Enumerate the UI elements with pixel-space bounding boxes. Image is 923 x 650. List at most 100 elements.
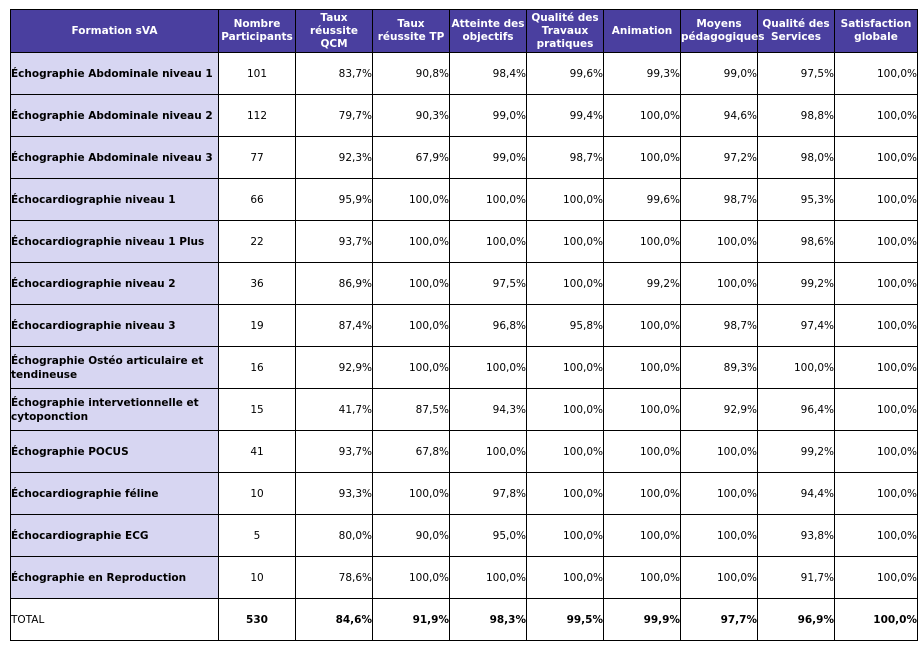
- total-cell: 91,9%: [372, 598, 450, 641]
- formation-name: Échocardiographie niveau 3: [10, 304, 219, 347]
- rate-cell: 100,0%: [449, 556, 527, 599]
- rate-cell: 100,0%: [834, 304, 918, 347]
- rate-cell: 100,0%: [526, 430, 604, 473]
- rate-cell: 93,8%: [757, 514, 835, 557]
- total-cell: 100,0%: [834, 598, 918, 641]
- formation-name: Échocardiographie ECG: [10, 514, 219, 557]
- rate-cell: 95,3%: [757, 178, 835, 221]
- rate-cell: 100,0%: [526, 472, 604, 515]
- table-row: Échographie Ostéo articulaire et tendine…: [10, 346, 918, 389]
- rate-cell: 98,4%: [449, 52, 527, 95]
- rate-cell: 100,0%: [834, 346, 918, 389]
- total-row: TOTAL 530 84,6% 91,9% 98,3% 99,5% 99,9% …: [10, 598, 918, 641]
- rate-cell: 99,6%: [526, 52, 604, 95]
- participants-cell: 41: [218, 430, 296, 473]
- table-row: Échographie Abdominale niveau 3 77 92,3% 67…: [10, 136, 918, 179]
- formation-name: Échographie Abdominale niveau 3: [10, 136, 219, 179]
- rate-cell: 100,0%: [603, 556, 681, 599]
- participants-cell: 5: [218, 514, 296, 557]
- participants-cell: 36: [218, 262, 296, 305]
- rate-cell: 100,0%: [372, 220, 450, 263]
- rate-cell: 93,3%: [295, 472, 373, 515]
- formation-name: Échographie intervetionnelle et cytoponc…: [10, 388, 219, 431]
- rate-cell: 100,0%: [449, 220, 527, 263]
- rate-cell: 100,0%: [449, 346, 527, 389]
- rate-cell: 100,0%: [680, 262, 758, 305]
- rate-cell: 98,8%: [757, 94, 835, 137]
- table-row: Échographie Abdominale niveau 2 112 79,7% 9…: [10, 94, 918, 137]
- total-cell: 99,9%: [603, 598, 681, 641]
- rate-cell: 93,7%: [295, 220, 373, 263]
- rate-cell: 97,8%: [449, 472, 527, 515]
- header-qcm: Taux réussite QCM: [295, 9, 373, 53]
- rate-cell: 100,0%: [603, 94, 681, 137]
- participants-cell: 112: [218, 94, 296, 137]
- rate-cell: 100,0%: [834, 136, 918, 179]
- rate-cell: 100,0%: [372, 472, 450, 515]
- rate-cell: 99,0%: [449, 136, 527, 179]
- rate-cell: 90,0%: [372, 514, 450, 557]
- rate-cell: 96,4%: [757, 388, 835, 431]
- rate-cell: 91,7%: [757, 556, 835, 599]
- formation-name: Échocardiographie niveau 2: [10, 262, 219, 305]
- rate-cell: 97,5%: [449, 262, 527, 305]
- rate-cell: 96,8%: [449, 304, 527, 347]
- table-row: Échocardiographie ECG 5 80,0% 90,0% 95,0% 100…: [10, 514, 918, 557]
- rate-cell: 83,7%: [295, 52, 373, 95]
- table-row: Échocardiographie niveau 3 19 87,4% 100,0% 9…: [10, 304, 918, 347]
- rate-cell: 100,0%: [680, 472, 758, 515]
- table-row: Échocardiographie féline 10 93,3% 100,0% 97,…: [10, 472, 918, 515]
- table-body: Échographie Abdominale niveau 1 101 83,7% 9…: [10, 52, 918, 599]
- rate-cell: 99,2%: [603, 262, 681, 305]
- rate-cell: 100,0%: [680, 220, 758, 263]
- total-cell: 98,3%: [449, 598, 527, 641]
- header-animation: Animation: [603, 9, 681, 53]
- header-services: Qualité des Services: [757, 9, 835, 53]
- rate-cell: 100,0%: [834, 388, 918, 431]
- rate-cell: 100,0%: [834, 178, 918, 221]
- rate-cell: 100,0%: [372, 262, 450, 305]
- formation-name: Échocardiographie niveau 1 Plus: [10, 220, 219, 263]
- rate-cell: 99,2%: [757, 262, 835, 305]
- header-participants: Nombre Participants: [218, 9, 296, 53]
- total-cell: 99,5%: [526, 598, 604, 641]
- total-label: TOTAL: [10, 598, 219, 641]
- rate-cell: 100,0%: [526, 556, 604, 599]
- rate-cell: 100,0%: [757, 346, 835, 389]
- rate-cell: 100,0%: [834, 472, 918, 515]
- rate-cell: 99,0%: [680, 52, 758, 95]
- rate-cell: 100,0%: [603, 472, 681, 515]
- rate-cell: 41,7%: [295, 388, 373, 431]
- total-cell: 96,9%: [757, 598, 835, 641]
- header-formation: Formation sVA: [10, 9, 219, 53]
- rate-cell: 98,7%: [680, 178, 758, 221]
- table-row: Échographie POCUS 41 93,7% 67,8% 100,0% 100,0…: [10, 430, 918, 473]
- formation-name: Échographie Ostéo articulaire et tendine…: [10, 346, 219, 389]
- rate-cell: 100,0%: [372, 304, 450, 347]
- table-row: Échographie Abdominale niveau 1 101 83,7% 9…: [10, 52, 918, 95]
- rate-cell: 92,9%: [295, 346, 373, 389]
- rate-cell: 86,9%: [295, 262, 373, 305]
- rate-cell: 94,4%: [757, 472, 835, 515]
- rate-cell: 98,6%: [757, 220, 835, 263]
- header-objectifs: Atteinte des objectifs: [449, 9, 527, 53]
- rate-cell: 67,9%: [372, 136, 450, 179]
- rate-cell: 100,0%: [603, 388, 681, 431]
- header-tp: Taux réussite TP: [372, 9, 450, 53]
- participants-cell: 66: [218, 178, 296, 221]
- rate-cell: 100,0%: [603, 346, 681, 389]
- rate-cell: 99,4%: [526, 94, 604, 137]
- table-row: Échographie intervetionnelle et cytoponc…: [10, 388, 918, 431]
- rate-cell: 100,0%: [603, 220, 681, 263]
- rate-cell: 100,0%: [526, 388, 604, 431]
- formation-name: Échographie Abdominale niveau 2: [10, 94, 219, 137]
- participants-cell: 77: [218, 136, 296, 179]
- table-header: Formation sVA Nombre Participants Taux r…: [10, 9, 918, 53]
- rate-cell: 87,4%: [295, 304, 373, 347]
- rate-cell: 87,5%: [372, 388, 450, 431]
- rate-cell: 100,0%: [834, 556, 918, 599]
- rate-cell: 100,0%: [834, 52, 918, 95]
- rate-cell: 90,8%: [372, 52, 450, 95]
- rate-cell: 100,0%: [526, 178, 604, 221]
- participants-cell: 10: [218, 556, 296, 599]
